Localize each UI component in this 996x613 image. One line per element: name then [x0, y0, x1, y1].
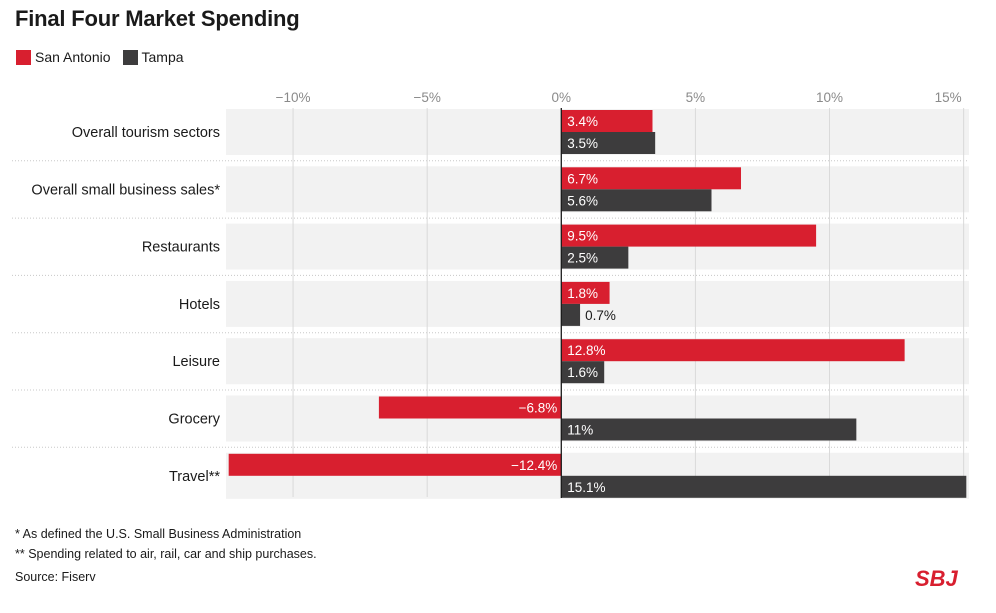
legend-item-tampa: Tampa — [122, 49, 184, 65]
legend-swatch-san-antonio — [16, 49, 31, 65]
bar-san-antonio — [561, 281, 610, 304]
bar-tampa — [561, 246, 629, 269]
footnote-1: * As defined the U.S. Small Business Adm… — [15, 527, 302, 541]
sbj-logo-text: SBJ — [915, 567, 959, 589]
bar-san-antonio — [561, 110, 653, 132]
bar-value-label: 15.1% — [567, 480, 605, 495]
bar-value-label: 2.5% — [567, 251, 598, 266]
category-label: Overall tourism sectors — [72, 125, 220, 141]
legend: San Antonio Tampa — [16, 49, 196, 65]
bar-tampa — [561, 303, 581, 326]
bar-value-label: −12.4% — [511, 458, 557, 473]
sbj-logo: SBJ — [915, 567, 959, 589]
x-tick-label: 5% — [686, 90, 706, 105]
chart-title: Final Four Market Spending — [15, 6, 300, 31]
bar-value-label: 1.6% — [567, 365, 598, 380]
legend-item-san-antonio: San Antonio — [16, 49, 111, 65]
bar-san-antonio — [561, 224, 817, 247]
bar-value-label: 12.8% — [567, 343, 605, 358]
category-label: Overall small business sales* — [31, 182, 220, 198]
x-tick-label: 15% — [935, 90, 962, 105]
legend-swatch-tampa — [122, 49, 138, 65]
bar-tampa — [561, 132, 656, 154]
bar-san-antonio — [561, 339, 905, 362]
bar-value-label: −6.8% — [519, 401, 558, 416]
bar-value-label: 1.8% — [567, 286, 598, 301]
bar-san-antonio — [378, 396, 562, 419]
category-label: Restaurants — [142, 240, 220, 256]
footnotes: * As defined the U.S. Small Business Adm… — [15, 524, 317, 564]
x-tick-label: 0% — [552, 90, 572, 105]
x-tick-label: 10% — [816, 90, 843, 105]
x-tick-label: −5% — [413, 90, 440, 105]
source-note: Source: Fiserv — [15, 570, 96, 584]
bar-value-label: 6.7% — [567, 171, 598, 186]
bar-value-label: 3.4% — [567, 114, 598, 129]
footnote-2: ** Spending related to air, rail, car an… — [15, 547, 317, 561]
bar-value-label: 5.6% — [567, 193, 598, 208]
bar-san-antonio — [561, 167, 742, 190]
category-label: Travel** — [169, 469, 220, 485]
bar-value-label: 11% — [567, 423, 593, 438]
x-tick-label: −10% — [276, 90, 311, 105]
bar-san-antonio — [228, 453, 562, 476]
bar-value-label: 0.7% — [585, 308, 616, 323]
category-label: Grocery — [168, 412, 220, 428]
bar-tampa — [561, 189, 712, 212]
legend-label-tampa: Tampa — [141, 49, 184, 65]
bar-tampa — [561, 418, 857, 441]
legend-label-san-antonio: San Antonio — [35, 49, 111, 65]
bar-tampa — [561, 361, 605, 384]
bar-tampa — [561, 475, 967, 498]
category-label: Leisure — [172, 354, 220, 370]
bar-value-label: 3.5% — [567, 136, 598, 151]
category-label: Hotels — [179, 297, 220, 313]
bar-value-label: 9.5% — [567, 229, 598, 244]
